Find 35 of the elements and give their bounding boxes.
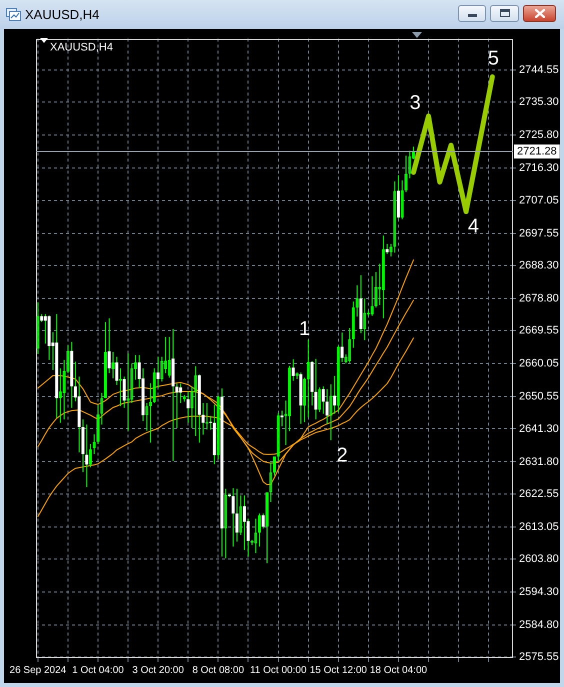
candlestick — [209, 416, 212, 430]
y-tick-label: 2688.30 — [519, 259, 559, 272]
chart-subtitle: XAUUSD,H4 — [50, 42, 113, 54]
x-tick-label: 15 Oct 12:00 — [310, 664, 368, 676]
x-tick-label: 8 Oct 08:00 — [192, 664, 244, 676]
x-tick-label: 3 Oct 20:00 — [132, 664, 184, 676]
y-tick-label: 2650.55 — [519, 390, 559, 403]
x-tick-label: 18 Oct 04:00 — [370, 664, 428, 676]
y-tick-label: 2716.30 — [519, 162, 559, 174]
y-tick-label: 2660.05 — [519, 358, 559, 370]
y-tick-label: 2707.05 — [519, 194, 559, 206]
annotation: 1 — [298, 318, 310, 340]
y-tick-label: 2669.55 — [519, 324, 559, 337]
y-tick-label: 2575.55 — [519, 651, 559, 664]
annotation: 3 — [410, 92, 421, 114]
annotation: 5 — [488, 48, 500, 70]
y-tick-label: 2678.80 — [519, 292, 559, 304]
chart-title: XAUUSD,H4 — [25, 7, 100, 22]
y-tick-label: 2603.80 — [519, 553, 559, 566]
y-tick-label: 2725.80 — [519, 129, 559, 142]
y-tick-label: 2622.55 — [519, 488, 559, 500]
x-tick-label: 1 Oct 04:00 — [72, 664, 124, 676]
y-tick-label: 2631.80 — [519, 456, 559, 468]
annotation: 2 — [336, 444, 348, 467]
y-tick-label: 2744.55 — [519, 64, 559, 76]
y-tick-label: 2735.30 — [519, 96, 559, 108]
y-tick-label: 2641.30 — [519, 422, 559, 435]
annotation: 4 — [468, 215, 479, 238]
y-tick-label: 2613.05 — [519, 520, 559, 533]
x-tick-label: 11 Oct 00:00 — [250, 664, 307, 676]
x-tick-label: 26 Sep 2024 — [10, 664, 67, 676]
y-tick-label: 2697.55 — [519, 227, 559, 240]
y-tick-label: 2594.30 — [519, 586, 559, 598]
y-tick-label: 2584.80 — [519, 619, 559, 632]
ref-line-label: 2721.28 — [517, 146, 557, 158]
